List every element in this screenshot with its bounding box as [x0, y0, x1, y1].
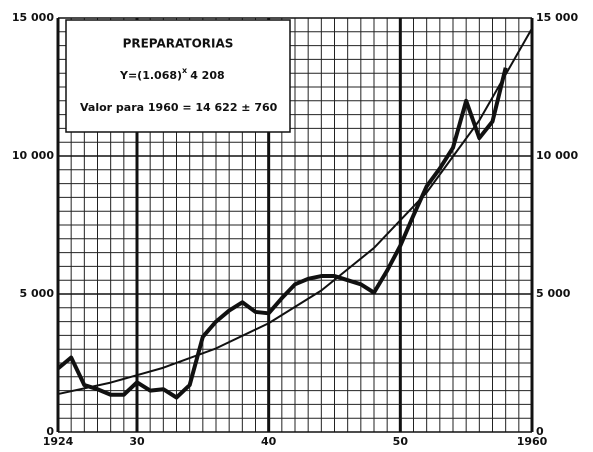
trend-line — [57, 27, 533, 396]
annotation-box — [65, 19, 291, 133]
y-tick-label: 5 000 — [20, 287, 55, 300]
x-tick-label: 30 — [129, 435, 145, 448]
note: Valor para 1960 = 14 622 ± 760 — [80, 101, 278, 114]
y-tick-label: 10 000 — [12, 149, 54, 162]
observed-line — [56, 67, 508, 400]
formula-base: Y=(1.068) — [119, 69, 182, 82]
chart-title: PREPARATORIAS — [123, 37, 234, 51]
x-tick-label: 1924 — [43, 435, 74, 448]
x-tick-label: 50 — [393, 435, 409, 448]
x-tick-label: 1960 — [517, 435, 548, 448]
marks — [56, 27, 533, 400]
y2-tick-label: 0 — [536, 425, 544, 438]
y-tick-label: 0 — [46, 425, 54, 438]
y-tick-label: 15 000 — [12, 11, 54, 24]
x-tick-label: 40 — [261, 435, 277, 448]
formula: Y=(1.068)x 4 208 — [119, 66, 225, 83]
y2-tick-label: 10 000 — [536, 149, 578, 162]
formula-tail: 4 208 — [190, 69, 224, 82]
y2-tick-label: 5 000 — [536, 287, 571, 300]
y2-tick-label: 15 000 — [536, 11, 578, 24]
formula-exponent: x — [182, 66, 188, 75]
